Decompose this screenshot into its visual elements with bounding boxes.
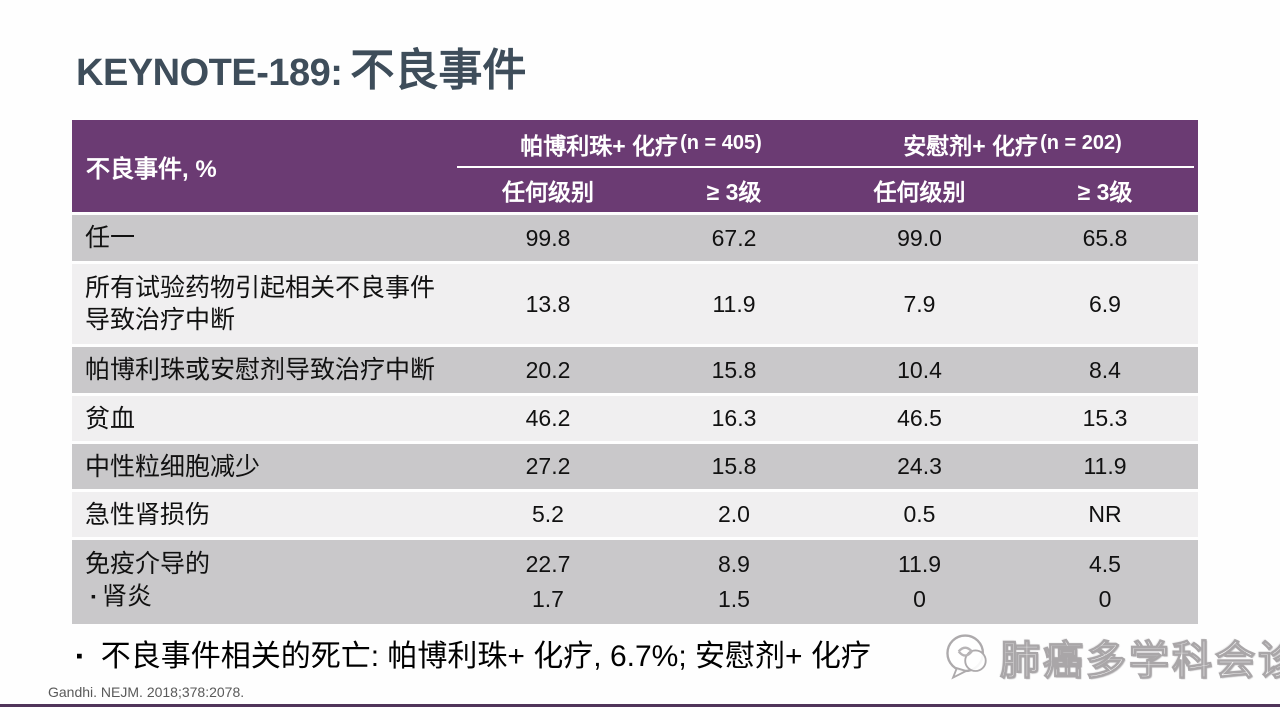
watermark: 肺癌多学科会诊 [940,624,1280,690]
value-cell: 4.5 0 [1089,551,1121,612]
value-cell: 22.7 1.7 [525,551,571,612]
value-cell: 6.9 [1089,290,1121,317]
row-label: 所有试验药物引起相关不良事件 导致治疗中断 [85,274,436,334]
table-row-anemia: 贫血 46.2 16.3 46.5 15.3 [72,396,1198,441]
value-cell: NR [1088,501,1122,527]
value-cell: 46.5 [897,405,942,431]
value-cell: 20.2 [525,356,571,383]
table-row-acute-kidney-injury: 急性肾损伤 5.2 2.0 0.5 NR [72,492,1198,537]
corner-header: 不良事件, % [86,155,217,183]
bottom-divider [0,704,1280,707]
subheader-grade3plus-placebo: ≥ 3级 [1077,179,1133,205]
subheader-any-grade-placebo: 任何级别 [873,179,966,205]
value-cell: 99.0 [897,224,942,251]
adverse-events-table: 不良事件, % 帕博利珠+ 化疗 (n = 405) 安慰剂+ 化疗 (n = … [72,120,1198,624]
table-row-any: 任一 99.8 67.2 99.0 65.8 [72,215,1198,261]
group-header-label: 帕博利珠+ 化疗 [520,132,679,159]
value-cell: 27.2 [525,453,571,479]
table-body: 任一 99.8 67.2 99.0 65.8 所有试验药物引起相关不良事件 导致… [72,215,1198,624]
group-header-n: (n = 405) [680,132,762,154]
value-cell: 15.8 [711,356,757,383]
page-title-study: KEYNOTE-189: [76,52,343,94]
keypoint-text: 不良事件相关的死亡: 帕博利珠+ 化疗, 6.7%; 安慰剂+ 化疗 [100,640,871,673]
speech-bubble-logo-icon [946,634,987,680]
group-header-label: 安慰剂+ 化疗 [903,132,1039,159]
table-row-neutropenia: 中性粒细胞减少 27.2 15.8 24.3 11.9 [72,444,1198,489]
group-header-pembrolizumab-chemo: 帕博利珠+ 化疗 (n = 405) [455,120,827,167]
value-cell: 13.8 [525,290,571,317]
value-cell: 11.9 [1083,453,1127,479]
value-cell: 5.2 [532,501,564,527]
page-title-topic: 不良事件 [350,46,527,95]
value-cell: 46.2 [525,405,571,431]
row-sublabel-nephritis: ▪ 肾炎 [85,580,455,616]
subheader-grade3plus-pembro: ≥ 3级 [706,179,762,205]
value-cell: 8.4 [1089,356,1121,383]
keypoint-bullet: ▪ 不良事件相关的死亡: 帕博利珠+ 化疗, 6.7%; 安慰剂+ 化疗 [76,638,871,676]
value-cell: 15.3 [1082,405,1128,431]
group-header-placebo-chemo: 安慰剂+ 化疗 (n = 202) [827,120,1198,167]
value-cell: 16.3 [711,405,757,431]
table-row-discontinuation-any-drug: 所有试验药物引起相关不良事件 导致治疗中断 13.8 11.9 7.9 6.9 [72,264,1198,344]
table-header: 不良事件, % 帕博利珠+ 化疗 (n = 405) 安慰剂+ 化疗 (n = … [72,120,1198,212]
square-bullet-icon: ▪ [91,588,96,604]
value-cell: 67.2 [711,224,757,251]
value-cell: 2.0 [718,501,750,527]
subheader-any-grade-pembro: 任何级别 [502,179,594,205]
value-cell: 10.4 [897,356,942,383]
value-cell: 15.8 [711,453,757,479]
value-cell: 11.9 [712,290,756,317]
value-cell: 11.9 0 [897,551,942,612]
footnote-citation: Gandhi. NEJM. 2018;378:2078. [48,684,245,700]
square-bullet-icon: ▪ [76,646,83,667]
row-label: 帕博利珠或安慰剂导致治疗中断 [85,356,436,384]
row-label: 急性肾损伤 [85,500,211,529]
value-cell: 24.3 [897,453,942,479]
header-underline [457,166,1194,168]
value-cell: 0.5 [903,501,936,527]
value-cell: 65.8 [1082,224,1128,251]
watermark-text: 肺癌多学科会诊 [999,638,1280,683]
value-cell: 7.9 [903,290,936,317]
table-row-discontinuation-pembro-placebo: 帕博利珠或安慰剂导致治疗中断 20.2 15.8 10.4 8.4 [72,347,1198,393]
row-label: 任一 [85,224,136,252]
row-label: 贫血 [85,404,136,433]
group-header-n: (n = 202) [1040,132,1122,154]
row-label: 免疫介导的 ▪ 肾炎 [72,540,455,624]
row-label: 中性粒细胞减少 [85,452,261,481]
table-row-immune-mediated: 免疫介导的 ▪ 肾炎 22.7 1.7 8.9 1.5 11.9 0 4.5 [72,540,1198,624]
page-title: KEYNOTE-189: 不良事件 [76,34,526,98]
value-cell: 8.9 1.5 [718,551,750,612]
value-cell: 99.8 [525,224,571,251]
